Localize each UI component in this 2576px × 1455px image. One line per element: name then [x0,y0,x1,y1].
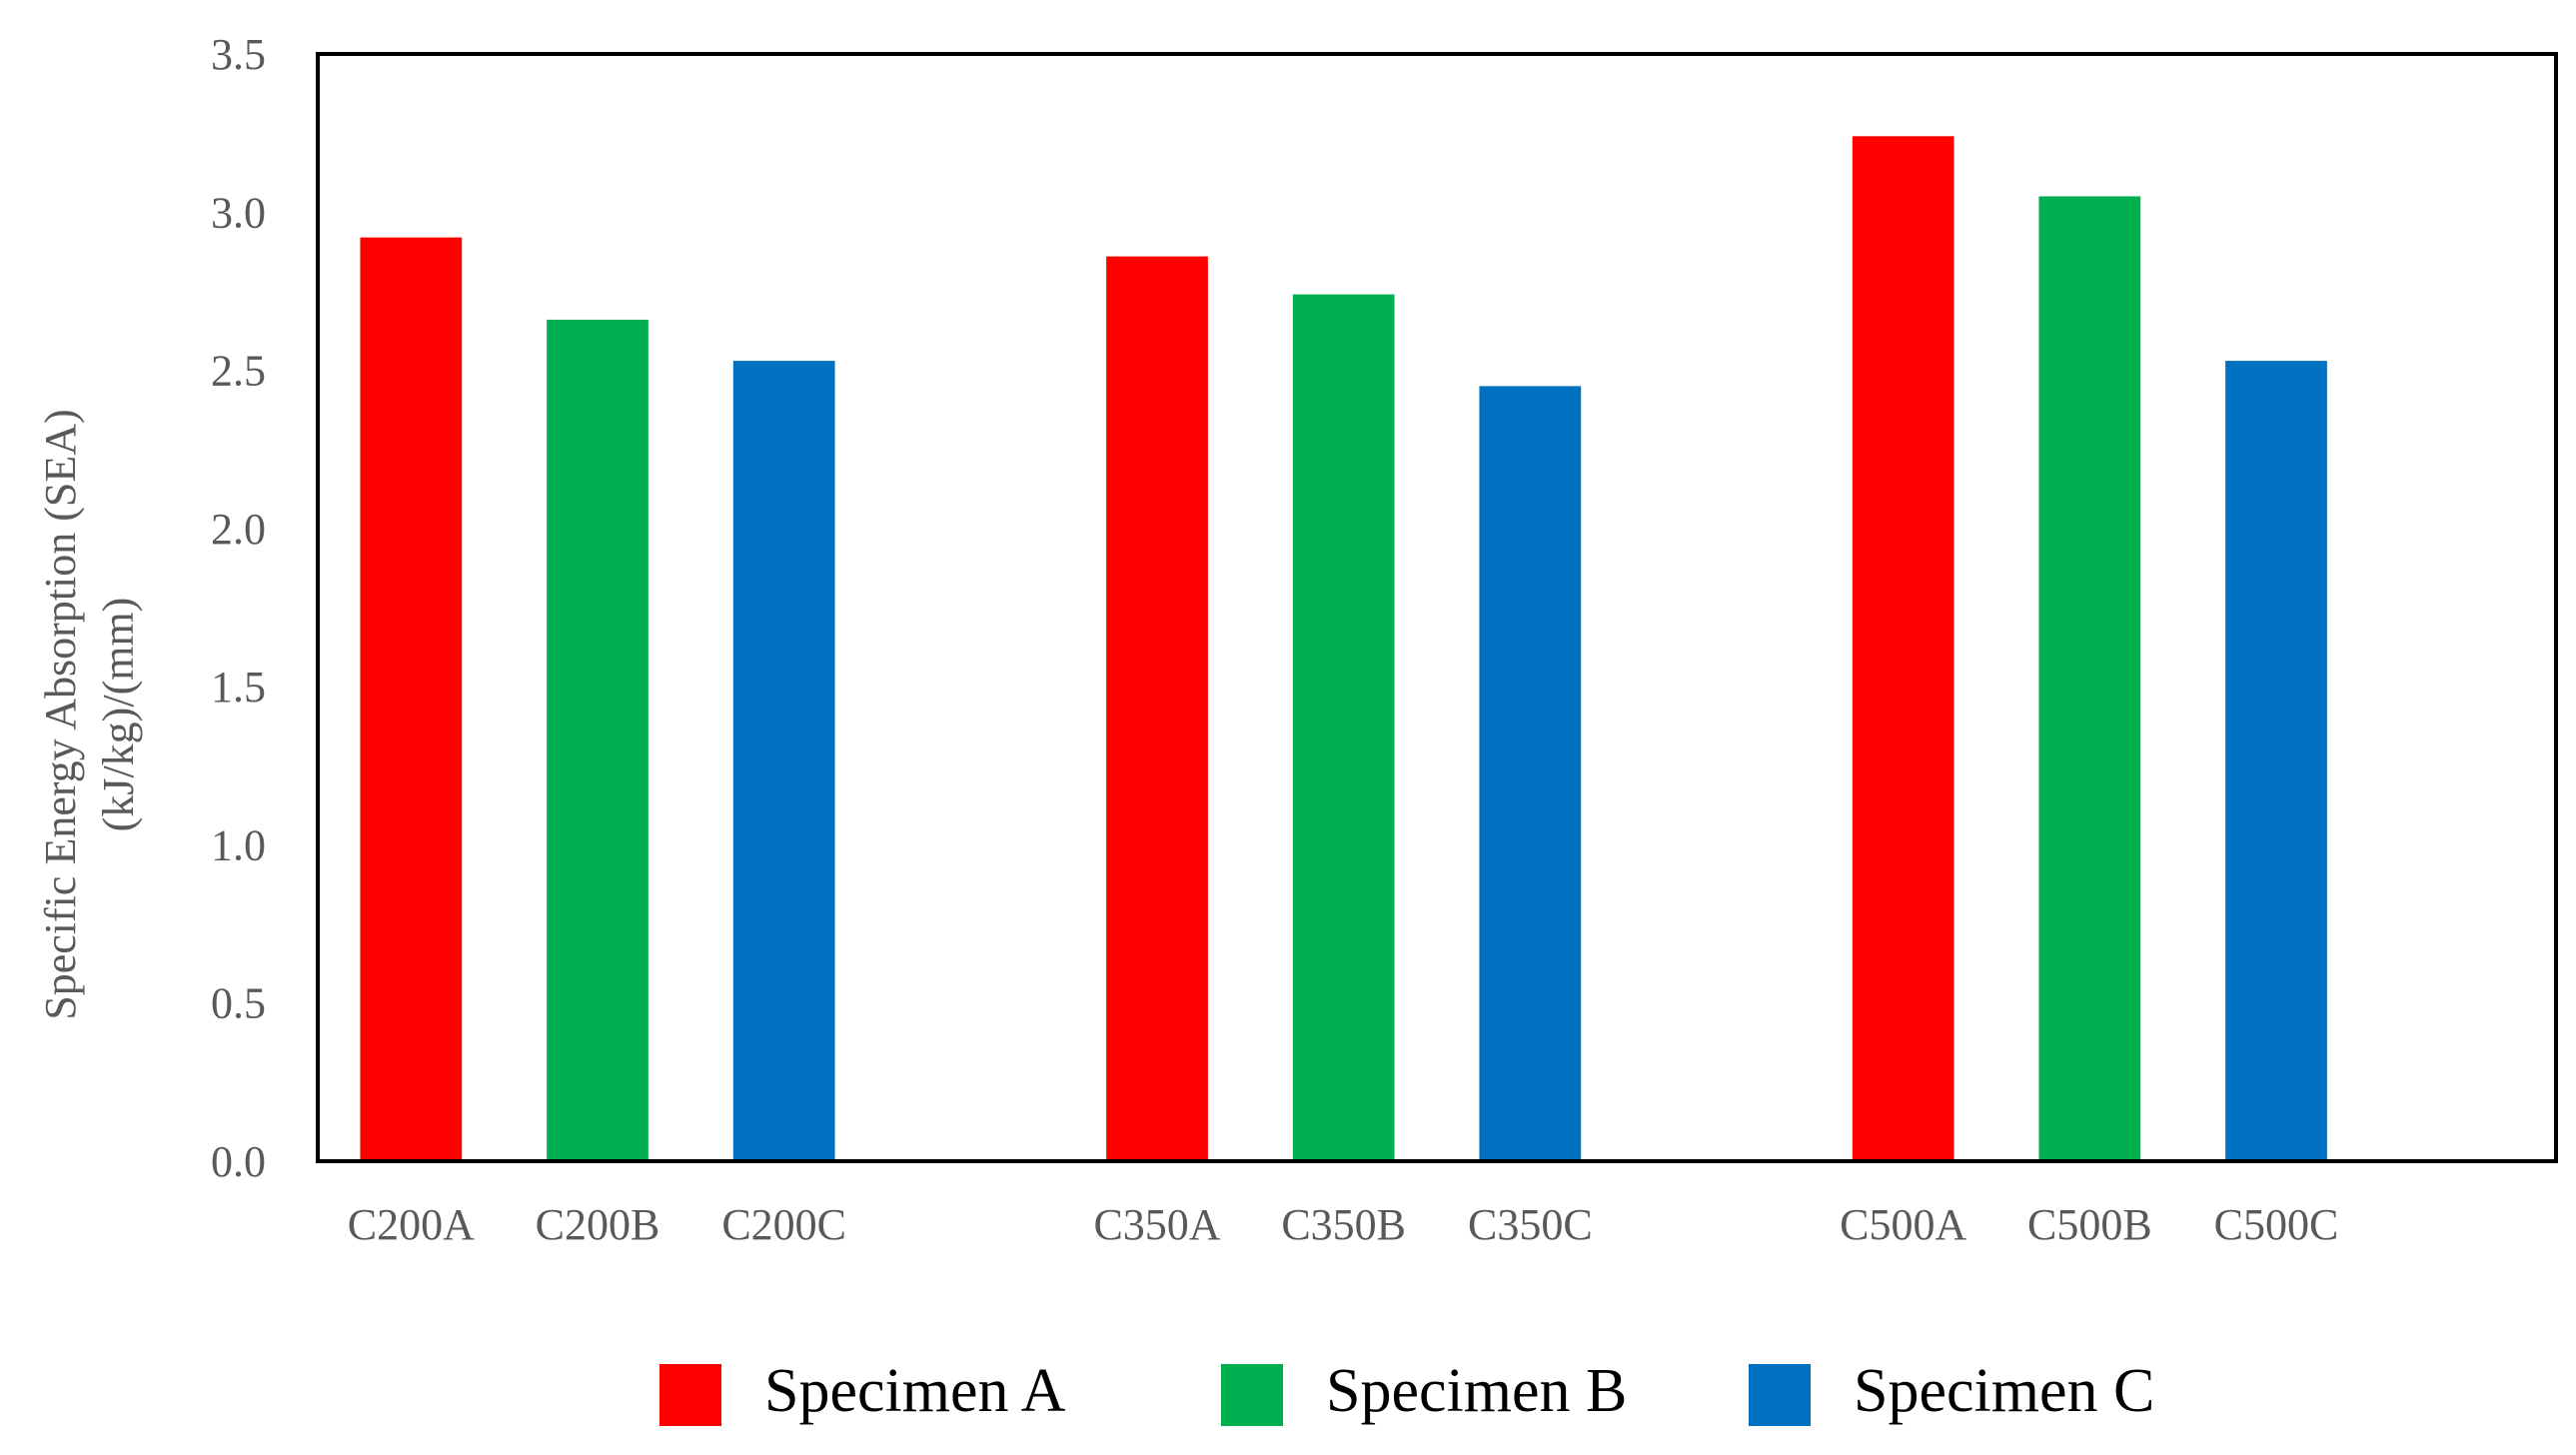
legend-label: Specimen C [1854,1357,2154,1425]
x-tick-label: C350B [1281,1200,1406,1249]
bar-c350c [1479,386,1582,1161]
legend-swatch-1 [659,1364,721,1426]
legend-label: Specimen A [764,1357,1066,1425]
y-axis-ticks: 0.0 0.5 1.0 1.5 2.0 2.5 3.0 3.5 [211,30,266,1186]
bars-layer [360,136,2327,1161]
x-tick-label: C350C [1468,1200,1593,1249]
legend-swatch-3 [1749,1364,1811,1426]
x-tick-label: C350A [1093,1200,1220,1249]
bar-c200c [732,361,835,1161]
y-tick-label: 2.0 [211,505,266,554]
x-tick-label: C200C [721,1200,846,1249]
legend: Specimen A Specimen B Specimen C [659,1357,2154,1426]
y-tick-label: 2.5 [211,347,266,396]
x-tick-label: C200A [348,1200,475,1249]
x-tick-label: C500C [2214,1200,2339,1249]
x-axis-tick-labels: C200A C200B C200C C350A C350B C350C C500A C500B… [348,1200,2339,1249]
bar-c350a [1106,256,1208,1161]
y-axis-label: Specific Energy Absorption (SEA) (kJ/kg)… [36,409,143,1019]
bar-c500b [2038,196,2141,1161]
x-tick-label: C500A [1840,1200,1966,1249]
plot-area-frame [316,52,2558,1163]
bar-c200b [547,319,648,1161]
y-tick-label: 1.0 [211,820,266,869]
bar-c200a [360,237,463,1161]
y-axis-label-line1: Specific Energy Absorption (SEA) [36,409,85,1019]
bar-c500c [2225,361,2327,1161]
legend-label: Specimen B [1326,1357,1627,1425]
y-tick-label: 0.0 [211,1137,266,1186]
x-tick-label: C200B [536,1200,660,1249]
y-tick-label: 3.0 [211,188,266,237]
legend-swatch-2 [1221,1364,1283,1426]
y-tick-label: 1.5 [211,663,266,712]
bar-c350b [1292,294,1395,1161]
x-tick-label: C500B [2027,1200,2152,1249]
y-tick-label: 0.5 [211,979,266,1028]
y-axis-label-line2: (kJ/kg)/(mm) [94,598,143,832]
bar-c500a [1852,136,1954,1161]
y-tick-label: 3.5 [211,30,266,79]
